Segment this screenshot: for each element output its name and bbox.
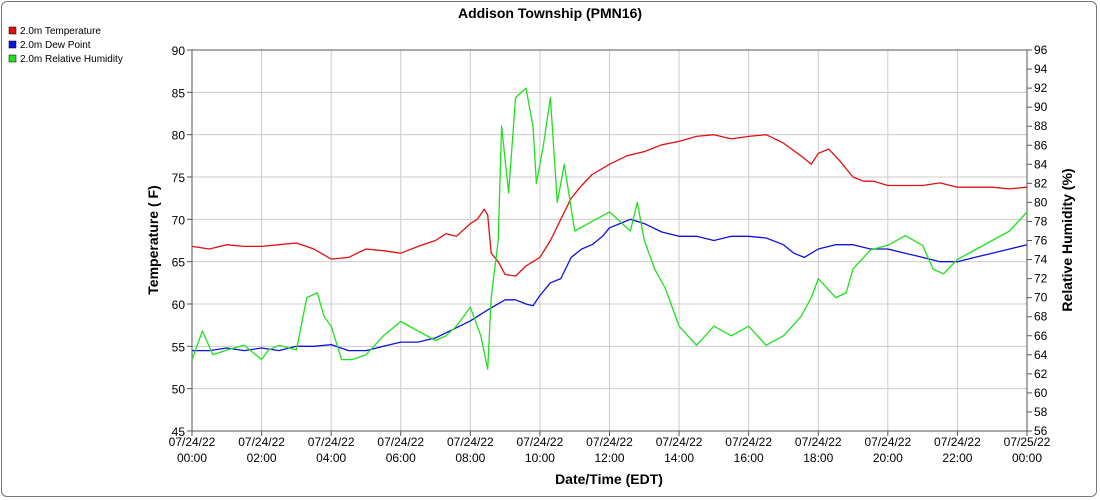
y2-tick-label: 74 <box>1034 253 1048 267</box>
y2-tick-label: 86 <box>1034 138 1048 152</box>
y-tick-label: 70 <box>172 213 186 227</box>
y2-tick-label: 68 <box>1034 310 1048 324</box>
legend-swatch <box>8 54 17 63</box>
series-group <box>191 87 1028 370</box>
y-tick-label: 75 <box>172 171 186 185</box>
x-tick-date: 07/24/22 <box>725 435 772 449</box>
y-tick-label: 60 <box>172 298 186 312</box>
y2-tick-label: 80 <box>1034 195 1048 209</box>
y-axis-right: 56 58 60 62 64 66 68 70 72 74 76 78 80 82 84 86 88 90 92 94… <box>1027 43 1048 438</box>
series-line-2-0m-dew-point <box>192 218 1028 352</box>
legend-swatch <box>8 26 17 35</box>
x-tick-date: 07/24/22 <box>517 435 564 449</box>
x-tick-time: 14:00 <box>664 451 694 465</box>
y2-tick-label: 88 <box>1034 119 1048 133</box>
y-tick-label: 55 <box>172 340 186 354</box>
y2-tick-label: 64 <box>1034 348 1048 362</box>
legend-label: 2.0m Relative Humidity <box>20 54 123 65</box>
x-tick-date: 07/24/22 <box>864 435 911 449</box>
y2-tick-label: 72 <box>1034 272 1048 286</box>
x-tick-time: 06:00 <box>386 451 416 465</box>
x-tick-time: 12:00 <box>594 451 624 465</box>
y-tick-label: 85 <box>172 86 186 100</box>
y2-tick-label: 90 <box>1034 100 1048 114</box>
y2-tick-label: 66 <box>1034 329 1048 343</box>
x-tick-date: 07/24/22 <box>656 435 703 449</box>
y-tick-label: 90 <box>172 44 186 58</box>
y2-tick-label: 76 <box>1034 234 1048 248</box>
y-axis-left: 45 50 55 60 65 70 75 80 85 90 <box>172 44 192 439</box>
grid <box>191 49 1028 432</box>
y2-tick-label: 82 <box>1034 176 1048 190</box>
y-tick-label: 50 <box>172 383 186 397</box>
y-tick-label: 65 <box>172 256 186 270</box>
y2-tick-label: 92 <box>1034 81 1048 95</box>
legend-label: 2.0m Temperature <box>20 26 101 37</box>
y2-tick-label: 70 <box>1034 291 1048 305</box>
y2-tick-label: 60 <box>1034 386 1048 400</box>
x-tick-time: 00:00 <box>1012 451 1042 465</box>
x-tick-time: 10:00 <box>525 451 555 465</box>
x-tick-date: 07/24/22 <box>308 435 355 449</box>
y2-axis-title: Relative Humidity (%) <box>1059 168 1075 311</box>
x-axis-title: Date/Time (EDT) <box>555 471 663 487</box>
x-tick-time: 18:00 <box>803 451 833 465</box>
y2-tick-label: 56 <box>1034 424 1048 438</box>
x-tick-time: 20:00 <box>873 451 903 465</box>
x-tick-date: 07/25/22 <box>1004 435 1051 449</box>
y2-tick-label: 94 <box>1034 62 1048 76</box>
chart-title: Addison Township (PMN16) <box>458 5 642 21</box>
legend-label: 2.0m Dew Point <box>20 40 91 51</box>
legend: 2.0m Temperature 2.0m Dew Point 2.0m Relat… <box>8 26 123 65</box>
x-tick-date: 07/24/22 <box>377 435 424 449</box>
x-tick-time: 04:00 <box>316 451 346 465</box>
y-tick-label: 80 <box>172 129 186 143</box>
y2-tick-label: 84 <box>1034 157 1048 171</box>
x-tick-date: 07/24/22 <box>586 435 633 449</box>
x-tick-date: 07/24/22 <box>169 435 216 449</box>
x-tick-date: 07/24/22 <box>238 435 285 449</box>
x-tick-date: 07/24/22 <box>795 435 842 449</box>
x-tick-time: 22:00 <box>942 451 972 465</box>
x-tick-time: 08:00 <box>455 451 485 465</box>
y2-tick-label: 58 <box>1034 405 1048 419</box>
x-axis: 07/24/22 00:00 07/24/22 02:00 07/24/22 04:00 0… <box>169 431 1051 465</box>
x-tick-time: 00:00 <box>177 451 207 465</box>
x-tick-time: 16:00 <box>734 451 764 465</box>
y2-tick-label: 96 <box>1034 43 1048 57</box>
y-axis-title: Temperature ( F) <box>145 185 161 294</box>
x-tick-time: 02:00 <box>247 451 277 465</box>
series-line-2-0m-temperature <box>191 134 1028 277</box>
y-tick-label: 45 <box>172 425 186 439</box>
legend-swatch <box>8 40 17 49</box>
y2-tick-label: 62 <box>1034 367 1048 381</box>
series-line-2-0m-relative-humidity <box>191 87 1028 370</box>
x-tick-date: 07/24/22 <box>447 435 494 449</box>
x-tick-date: 07/24/22 <box>934 435 981 449</box>
y2-tick-label: 78 <box>1034 214 1048 228</box>
